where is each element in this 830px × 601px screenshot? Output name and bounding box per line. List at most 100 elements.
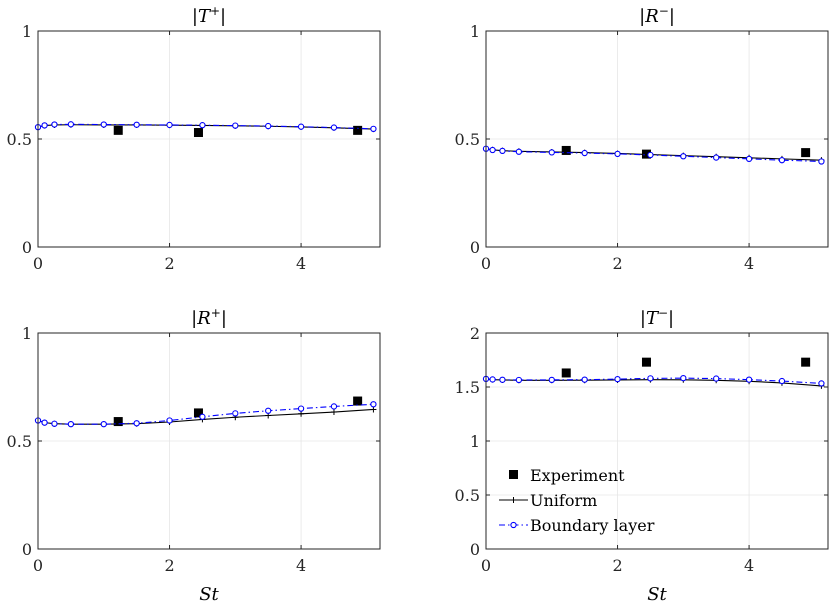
experiment-marker	[641, 357, 651, 367]
boundary-layer-marker	[100, 121, 107, 128]
boundary-layer-marker	[67, 121, 75, 128]
x-tick-label: 2	[164, 254, 174, 273]
boundary-layer-marker	[330, 403, 338, 410]
boundary-layer-marker	[489, 146, 496, 154]
boundary-layer-marker	[265, 122, 272, 130]
legend-boundary-layer-marker	[510, 521, 517, 529]
x-tick-label: 4	[744, 556, 754, 575]
boundary-layer-marker	[818, 158, 825, 165]
boundary-layer-marker	[232, 410, 239, 417]
chart-title-sup: −	[659, 4, 669, 18]
boundary-layer-marker	[330, 124, 338, 131]
x-tick-label: 2	[612, 254, 622, 273]
chart-title-base: T	[646, 308, 660, 329]
boundary-layer-marker	[199, 413, 206, 420]
y-tick-label: 0.5	[455, 130, 480, 149]
boundary-layer-marker	[713, 154, 720, 161]
chart-title-bar: |	[639, 6, 645, 27]
boundary-layer-marker	[297, 123, 305, 130]
y-tick-label: 2	[470, 324, 480, 343]
x-tick-label: 4	[296, 556, 306, 575]
y-tick-label: 1	[470, 22, 480, 41]
boundary-layer-marker	[489, 376, 496, 383]
boundary-layer-marker	[265, 407, 272, 414]
boundary-layer-marker	[778, 157, 786, 164]
y-tick-label: 1	[22, 324, 32, 343]
y-tick-label: 0.5	[455, 486, 480, 505]
x-tick-label: 2	[164, 556, 174, 575]
panel-4: 0 2 400.511.52|T−|St	[455, 306, 829, 601]
boundary-layer-marker	[745, 376, 753, 383]
x-tick-label: 0	[33, 254, 43, 273]
y-tick-label: 1	[470, 432, 480, 451]
y-tick-label: 1.5	[455, 378, 480, 397]
experiment-marker	[561, 368, 571, 378]
x-axis-label: St	[647, 584, 667, 601]
boundary-layer-marker	[647, 375, 654, 382]
boundary-layer-marker	[370, 125, 377, 132]
boundary-layer-marker	[51, 420, 58, 427]
boundary-layer-marker	[499, 147, 506, 155]
panel-3: 0 2 400.51|R+|St	[7, 306, 381, 601]
experiment-marker	[113, 417, 123, 427]
chart-title-bar: |	[191, 308, 197, 329]
boundary-layer-marker	[51, 121, 58, 128]
y-tick-label: 0	[22, 238, 32, 257]
legend-experiment-marker	[509, 470, 518, 479]
x-tick-label: 0	[33, 556, 43, 575]
chart-title: |R+|	[191, 306, 227, 329]
chart-title-sup: +	[211, 306, 221, 320]
boundary-layer-marker	[41, 419, 48, 426]
experiment-marker	[193, 128, 203, 138]
legend-label: Uniform	[530, 491, 597, 510]
boundary-layer-marker	[581, 149, 588, 157]
boundary-layer-marker	[680, 374, 687, 382]
boundary-layer-marker	[133, 121, 140, 128]
boundary-layer-marker	[499, 376, 506, 383]
x-tick-label: 2	[612, 556, 622, 575]
boundary-layer-marker	[614, 375, 621, 383]
experiment-marker	[193, 408, 203, 418]
y-tick-label: 0.5	[7, 432, 32, 451]
chart-title-sup: −	[658, 306, 668, 320]
boundary-layer-marker	[713, 375, 720, 382]
chart-title-base: R	[196, 308, 211, 329]
x-tick-label: 4	[744, 254, 754, 273]
chart-title: |T−|	[640, 306, 674, 329]
x-tick-label: 0	[481, 556, 491, 575]
experiment-marker	[561, 145, 571, 155]
y-tick-label: 0	[470, 238, 480, 257]
y-tick-label: 0	[22, 540, 32, 559]
experiment-marker	[353, 396, 363, 406]
panel-2: 0 2 400.51|R−|	[455, 4, 829, 273]
boundary-layer-marker	[199, 122, 206, 129]
experiment-marker	[801, 357, 811, 367]
boundary-layer-marker	[133, 420, 140, 427]
uniform-marker	[298, 410, 305, 417]
boundary-layer-marker	[548, 376, 555, 384]
x-tick-label: 0	[481, 254, 491, 273]
chart-title-bar: |	[192, 6, 198, 27]
boundary-layer-marker	[370, 401, 377, 408]
legend: Experiment Uniform Boundary layer	[499, 466, 655, 535]
experiment-marker	[353, 125, 363, 135]
uniform-marker	[370, 406, 377, 413]
chart-title-base: T	[198, 6, 212, 27]
legend-label: Experiment	[530, 466, 625, 485]
chart-title-sup: +	[210, 4, 220, 18]
experiment-marker	[801, 148, 811, 158]
chart-title-bar: |	[221, 308, 227, 329]
chart-title-bar: |	[668, 308, 674, 329]
y-tick-label: 0.5	[7, 130, 32, 149]
chart-title-bar: |	[669, 6, 675, 27]
boundary-layer-marker	[166, 121, 173, 129]
boundary-layer-marker	[297, 405, 305, 412]
boundary-layer-marker	[647, 151, 654, 159]
boundary-layer-marker	[232, 122, 239, 129]
chart-title-base: R	[644, 6, 659, 27]
boundary-layer-marker	[548, 149, 555, 156]
chart-title: |R−|	[639, 4, 675, 27]
chart-title-bar: |	[220, 6, 226, 27]
legend-label: Boundary layer	[530, 516, 655, 535]
